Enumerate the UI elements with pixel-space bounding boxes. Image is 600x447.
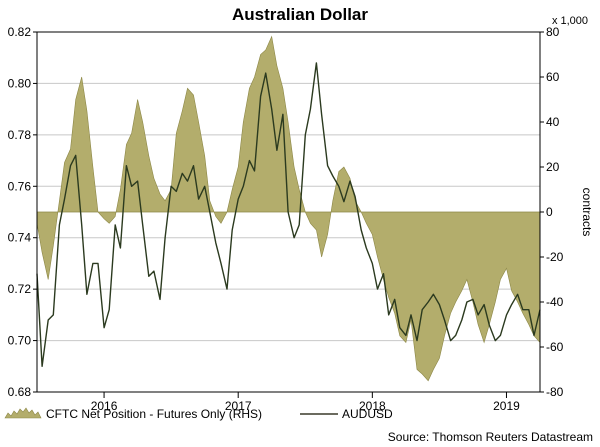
audusd-polyline <box>36 62 541 367</box>
left-tick-label: 0.80 <box>8 76 32 90</box>
right-axis-label: contracts <box>580 188 594 237</box>
x-tick-label: 2018 <box>359 399 386 413</box>
x-axis: 2016 2017 2018 2019 <box>91 392 520 413</box>
legend-area-swatch <box>4 407 42 419</box>
right-tick-label: 20 <box>546 160 560 174</box>
right-axis-unit-label: x 1,000 <box>552 15 588 27</box>
left-tick-label: 0.76 <box>8 179 32 193</box>
right-tick-label: 40 <box>546 115 560 129</box>
left-tick-label: 0.74 <box>8 231 32 245</box>
left-tick-label: 0.82 <box>8 25 32 39</box>
source-note: Source: Thomson Reuters Datastream <box>388 430 593 444</box>
right-axis: 80 60 40 20 0 -20 -40 -60 -80 <box>540 25 564 399</box>
legend-label-audusd: AUDUSD <box>342 407 393 421</box>
audusd-line <box>36 62 541 367</box>
x-tick-label: 2016 <box>91 399 118 413</box>
left-tick-label: 0.78 <box>8 128 32 142</box>
left-tick-label: 0.70 <box>8 334 32 348</box>
left-axis: 0.82 0.80 0.78 0.76 0.74 0.72 0.70 0.68 <box>8 25 37 399</box>
left-tick-label: 0.68 <box>8 385 32 399</box>
right-tick-label: -60 <box>546 340 564 354</box>
x-tick-label: 2017 <box>225 399 252 413</box>
right-tick-label: -20 <box>546 250 564 264</box>
legend-label-cftc: CFTC Net Position - Futures Only (RHS) <box>46 407 262 421</box>
legend: CFTC Net Position - Futures Only (RHS) A… <box>4 407 393 421</box>
right-tick-label: 80 <box>546 25 560 39</box>
right-tick-label: 0 <box>546 205 553 219</box>
right-tick-label: -80 <box>546 385 564 399</box>
left-tick-label: 0.72 <box>8 282 32 296</box>
chart-title: Australian Dollar <box>232 5 368 24</box>
right-tick-label: 60 <box>546 70 560 84</box>
x-tick-label: 2019 <box>493 399 520 413</box>
right-tick-label: -40 <box>546 295 564 309</box>
